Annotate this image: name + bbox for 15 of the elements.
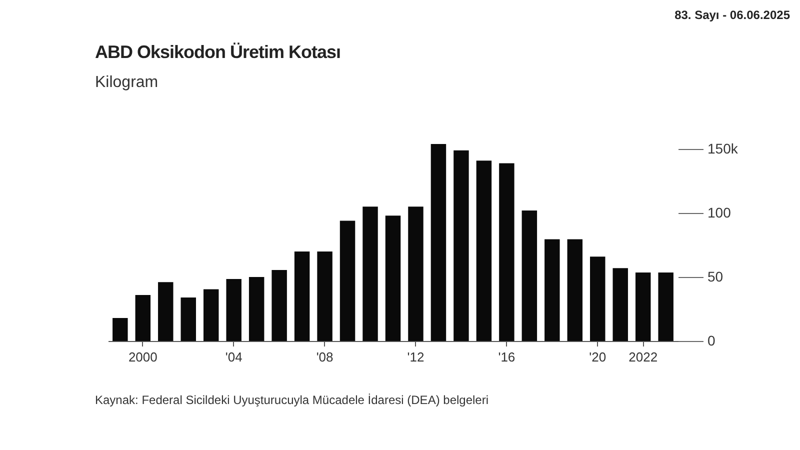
- x-tick-label: 2000: [128, 350, 158, 364]
- y-tick-label: 100: [708, 204, 732, 221]
- x-tick-label: 2022: [628, 350, 658, 364]
- y-tick-label: 0: [708, 332, 716, 348]
- y-tick-label: 150k: [708, 140, 739, 157]
- text: 83. Sayı - 06.06.2025: [674, 8, 790, 22]
- text: Kaynak: Federal Sicildeki Uyuşturucuyla Mücadele İdaresi (DEA) belgeleri: [95, 393, 489, 407]
- x-tick-label: '16: [498, 350, 516, 364]
- x-tick-label: '08: [316, 350, 334, 364]
- x-tick-label: '04: [225, 350, 242, 364]
- x-tick-label: '20: [589, 350, 606, 364]
- chart-title: ABD Oksikodon Üretim Kotası: [95, 42, 341, 63]
- y-tick-label: 50: [708, 268, 724, 285]
- chart-subtitle: Kilogram: [95, 74, 158, 92]
- x-tick-label: '12: [407, 350, 424, 364]
